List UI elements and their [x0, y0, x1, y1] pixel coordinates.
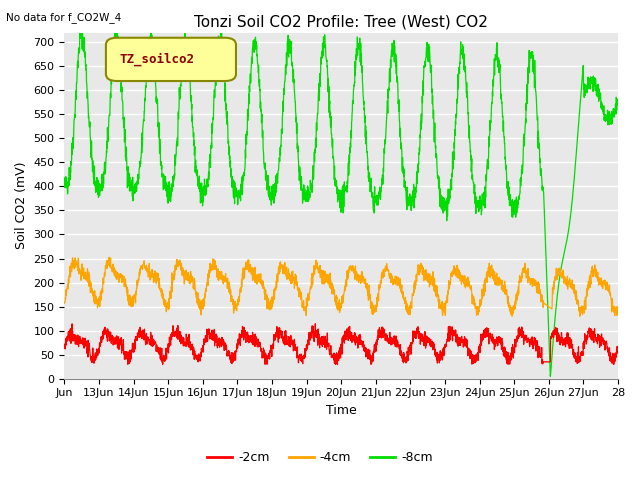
Y-axis label: Soil CO2 (mV): Soil CO2 (mV)	[15, 162, 28, 250]
Text: No data for f_CO2W_4: No data for f_CO2W_4	[6, 12, 122, 23]
X-axis label: Time: Time	[326, 404, 356, 417]
Legend: -2cm, -4cm, -8cm: -2cm, -4cm, -8cm	[202, 446, 438, 469]
FancyBboxPatch shape	[106, 38, 236, 81]
Title: Tonzi Soil CO2 Profile: Tree (West) CO2: Tonzi Soil CO2 Profile: Tree (West) CO2	[194, 15, 488, 30]
Text: TZ_soilco2: TZ_soilco2	[120, 53, 195, 66]
